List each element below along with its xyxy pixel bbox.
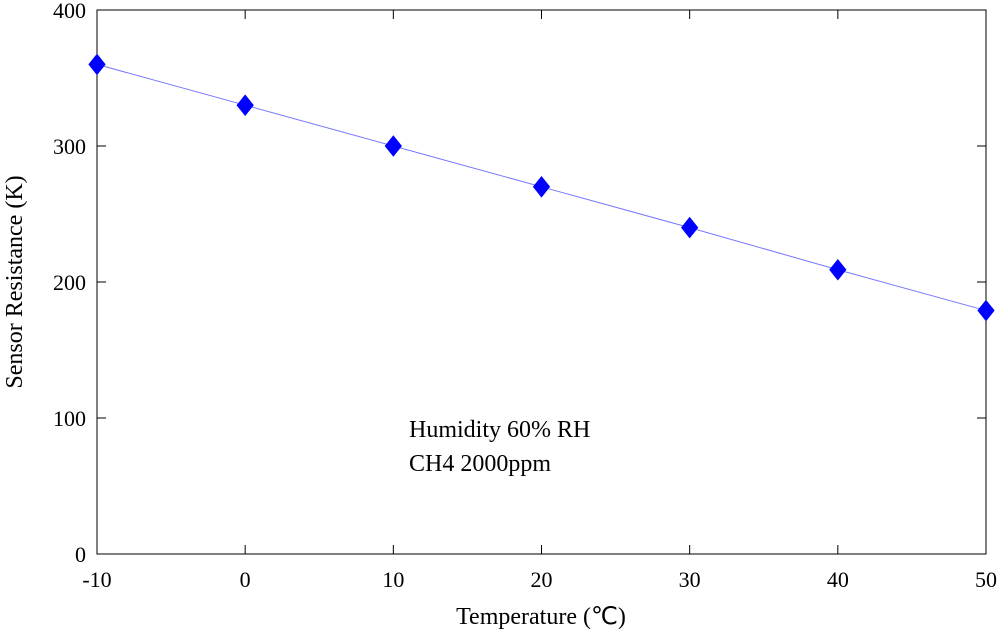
x-tick-label-6: 50 [975, 567, 997, 592]
data-point-3 [532, 175, 551, 198]
y-axis-title: Sensor Resistance (K) [2, 175, 28, 388]
x-tick-label-4: 30 [679, 567, 701, 592]
data-point-0 [88, 53, 106, 76]
data-point-6 [977, 299, 995, 322]
annotation-humidity: Humidity 60% RH [409, 417, 590, 443]
y-tick-label-3: 300 [53, 134, 86, 159]
x-tick-label-5: 40 [827, 567, 849, 592]
y-tick-label-1: 100 [53, 406, 86, 431]
data-point-5 [829, 258, 847, 281]
y-tick-label-4: 400 [53, 0, 86, 23]
data-point-1 [236, 94, 254, 117]
y-tick-label-2: 200 [53, 270, 86, 295]
x-tick-label-0: -10 [82, 567, 111, 592]
markers [88, 53, 995, 322]
x-axis-title: Temperature (℃) [456, 604, 626, 630]
ticks [96, 9, 987, 555]
y-tick-label-0: 0 [75, 542, 86, 567]
data-point-2 [384, 135, 402, 157]
x-tick-label-3: 20 [531, 567, 553, 592]
x-tick-label-2: 10 [382, 567, 404, 592]
data-point-4 [681, 216, 699, 239]
x-tick-label-1: 0 [240, 567, 251, 592]
annotation-ch4: CH4 2000ppm [409, 451, 551, 477]
